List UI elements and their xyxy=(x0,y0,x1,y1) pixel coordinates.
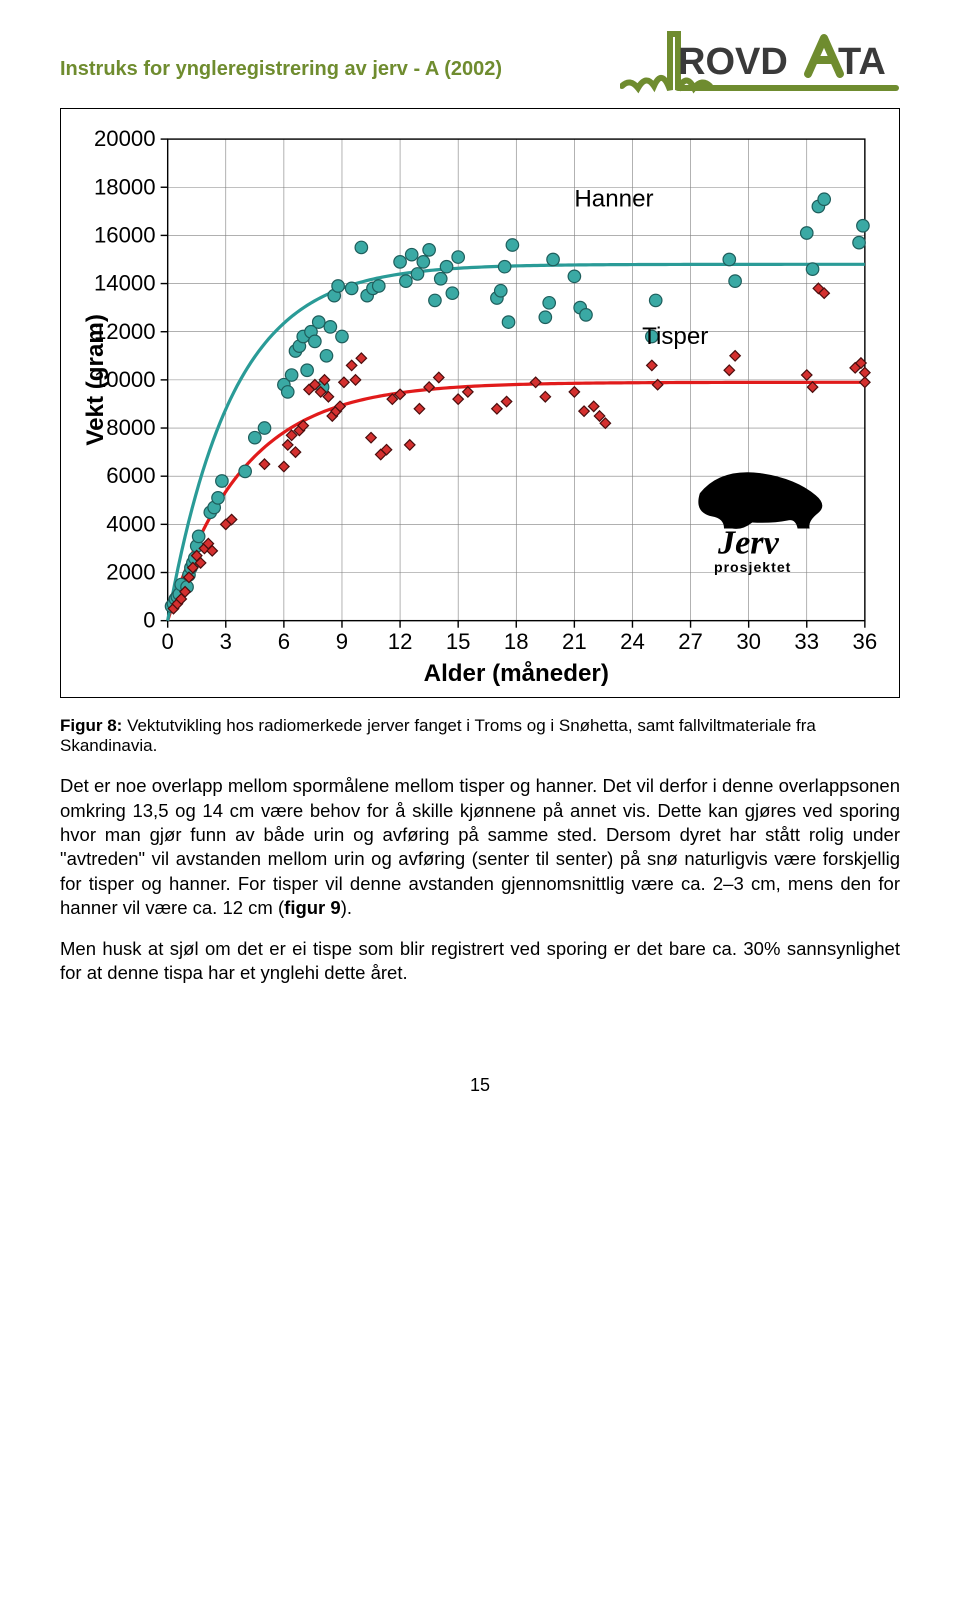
body-paragraph-1: Det er noe overlapp mellom spormålene me… xyxy=(60,774,900,920)
svg-text:18: 18 xyxy=(504,629,529,654)
svg-text:12: 12 xyxy=(388,629,413,654)
svg-text:27: 27 xyxy=(678,629,703,654)
svg-text:21: 21 xyxy=(562,629,587,654)
svg-text:0: 0 xyxy=(143,608,155,633)
svg-text:14000: 14000 xyxy=(94,271,156,296)
svg-text:4000: 4000 xyxy=(106,511,155,536)
svg-text:8000: 8000 xyxy=(106,415,155,440)
svg-text:Vekt (gram): Vekt (gram) xyxy=(82,314,109,446)
svg-text:Jerv: Jerv xyxy=(717,524,780,562)
svg-text:Alder (måneder): Alder (måneder) xyxy=(424,660,609,687)
logo-text-b: TA xyxy=(838,41,886,83)
chart-container: 0369121518212427303336020004000600080001… xyxy=(60,108,900,698)
svg-text:6000: 6000 xyxy=(106,463,155,488)
svg-text:20000: 20000 xyxy=(94,127,156,151)
svg-text:Hanner: Hanner xyxy=(574,186,653,213)
para1-c: ). xyxy=(341,897,352,918)
body-paragraph-2: Men husk at sjøl om det er ei tispe som … xyxy=(60,937,900,986)
document-title: Instruks for yngleregistrering av jerv -… xyxy=(60,58,502,81)
svg-text:33: 33 xyxy=(794,629,819,654)
svg-text:15: 15 xyxy=(446,629,471,654)
svg-text:24: 24 xyxy=(620,629,645,654)
para1-a: Det er noe overlapp mellom spormålene me… xyxy=(60,775,900,918)
svg-text:Tisper: Tisper xyxy=(642,323,708,350)
svg-text:30: 30 xyxy=(736,629,761,654)
caption-text: Vektutvikling hos radiomerkede jerver fa… xyxy=(60,716,816,755)
weight-age-chart: 0369121518212427303336020004000600080001… xyxy=(77,127,883,691)
svg-text:3: 3 xyxy=(220,629,232,654)
svg-text:9: 9 xyxy=(336,629,348,654)
page-header: Instruks for yngleregistrering av jerv -… xyxy=(60,30,900,100)
figure-caption: Figur 8: Vektutvikling hos radiomerkede … xyxy=(60,716,900,756)
logo-text-a: ROVD xyxy=(678,41,788,83)
svg-text:prosjektet: prosjektet xyxy=(714,559,791,575)
caption-lead: Figur 8: xyxy=(60,716,122,735)
svg-text:18000: 18000 xyxy=(94,174,156,199)
svg-text:36: 36 xyxy=(853,629,878,654)
page-number: 15 xyxy=(60,1075,900,1096)
svg-text:6: 6 xyxy=(278,629,290,654)
rovdata-logo: ROVD TA xyxy=(620,30,900,100)
svg-text:0: 0 xyxy=(162,629,174,654)
svg-text:2000: 2000 xyxy=(106,560,155,585)
svg-text:16000: 16000 xyxy=(94,222,156,247)
para1-figref: figur 9 xyxy=(284,897,341,918)
